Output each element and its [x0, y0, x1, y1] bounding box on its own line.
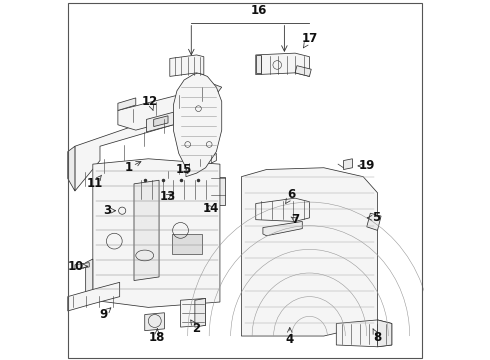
- Text: 18: 18: [149, 329, 166, 344]
- Text: 8: 8: [373, 329, 382, 344]
- Polygon shape: [256, 53, 310, 76]
- Polygon shape: [154, 116, 168, 127]
- Polygon shape: [367, 213, 381, 230]
- Polygon shape: [256, 198, 310, 221]
- Text: 10: 10: [68, 260, 87, 273]
- Polygon shape: [377, 320, 392, 347]
- Polygon shape: [68, 146, 75, 191]
- Text: 6: 6: [286, 188, 295, 203]
- Polygon shape: [86, 259, 93, 306]
- Polygon shape: [118, 89, 217, 130]
- Text: 1: 1: [124, 161, 141, 174]
- Polygon shape: [263, 221, 302, 236]
- Polygon shape: [170, 55, 204, 76]
- Text: 14: 14: [203, 202, 219, 215]
- Polygon shape: [163, 153, 217, 180]
- Text: 9: 9: [99, 308, 111, 321]
- Text: 5: 5: [367, 211, 380, 224]
- Text: 3: 3: [103, 204, 116, 217]
- Polygon shape: [125, 179, 211, 200]
- Polygon shape: [295, 66, 311, 76]
- Text: 15: 15: [176, 163, 192, 176]
- Polygon shape: [118, 98, 136, 111]
- Polygon shape: [114, 207, 130, 214]
- Polygon shape: [173, 73, 221, 177]
- Polygon shape: [195, 298, 206, 327]
- Text: 16: 16: [251, 4, 268, 17]
- Text: 7: 7: [291, 213, 299, 226]
- Polygon shape: [202, 82, 221, 94]
- Text: 19: 19: [358, 159, 375, 172]
- Text: 2: 2: [191, 320, 201, 336]
- Polygon shape: [75, 263, 89, 269]
- Text: 4: 4: [286, 328, 294, 346]
- Polygon shape: [134, 180, 159, 280]
- Text: 13: 13: [160, 190, 176, 203]
- Polygon shape: [180, 298, 206, 327]
- Polygon shape: [211, 177, 225, 205]
- Polygon shape: [343, 159, 352, 170]
- Text: 12: 12: [142, 95, 158, 111]
- Polygon shape: [93, 159, 220, 307]
- Polygon shape: [172, 234, 202, 254]
- Polygon shape: [125, 179, 138, 200]
- Polygon shape: [75, 112, 173, 191]
- Polygon shape: [242, 168, 377, 336]
- Polygon shape: [68, 282, 120, 311]
- Text: 11: 11: [86, 175, 103, 190]
- Polygon shape: [145, 313, 165, 330]
- Text: 17: 17: [301, 32, 318, 48]
- Polygon shape: [256, 55, 261, 73]
- Polygon shape: [147, 112, 173, 132]
- Polygon shape: [336, 320, 392, 347]
